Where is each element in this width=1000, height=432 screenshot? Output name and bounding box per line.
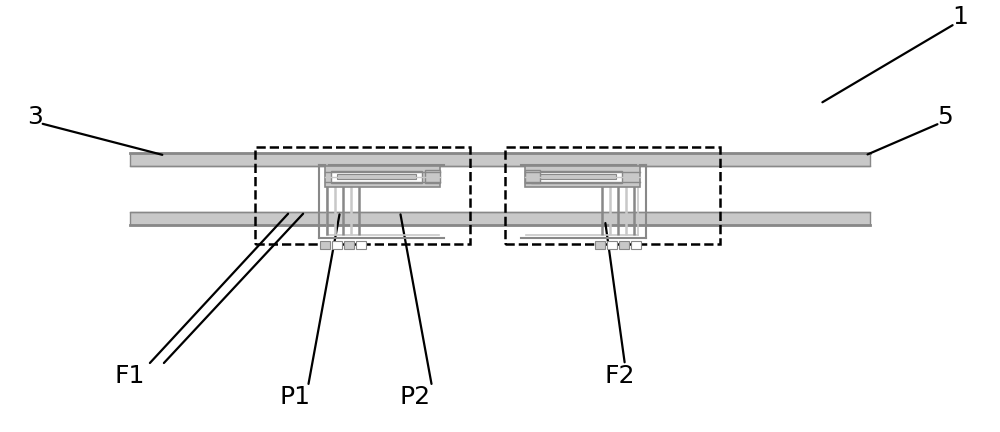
Bar — [331, 171, 422, 183]
Bar — [356, 241, 366, 249]
Text: 3: 3 — [27, 105, 43, 129]
Bar — [607, 241, 617, 249]
Bar — [537, 174, 616, 179]
Bar — [320, 241, 330, 249]
Bar — [332, 241, 342, 249]
Bar — [425, 171, 440, 183]
Bar — [130, 153, 870, 166]
Bar — [505, 147, 720, 244]
Bar — [337, 174, 416, 179]
Text: F1: F1 — [115, 364, 145, 388]
Text: F2: F2 — [605, 364, 635, 388]
Bar — [525, 166, 640, 187]
Text: P1: P1 — [280, 385, 310, 410]
Bar — [325, 166, 440, 187]
Bar — [595, 241, 605, 249]
Bar — [531, 171, 622, 183]
Bar — [344, 241, 354, 249]
Bar — [525, 171, 540, 183]
Text: 5: 5 — [937, 105, 953, 129]
Bar — [130, 212, 870, 225]
Bar — [619, 241, 629, 249]
Bar — [631, 241, 641, 249]
Text: 1: 1 — [952, 5, 968, 29]
Bar — [255, 147, 470, 244]
Text: P2: P2 — [399, 385, 431, 410]
